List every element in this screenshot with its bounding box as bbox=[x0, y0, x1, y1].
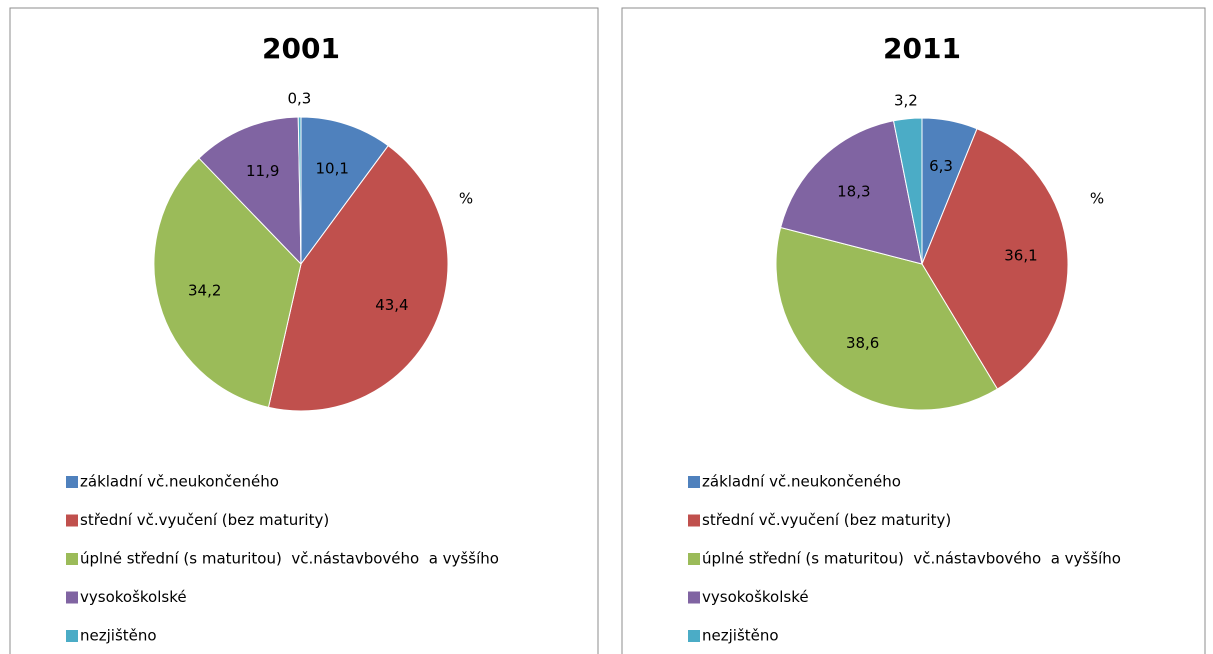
legend-swatch bbox=[66, 553, 78, 565]
annotation: % bbox=[1090, 190, 1104, 208]
pie-slice bbox=[153, 157, 302, 408]
data-label: 18,3 bbox=[837, 182, 870, 200]
legend-swatch bbox=[688, 553, 700, 565]
legend-swatch bbox=[66, 591, 78, 604]
legend-label: základní vč.neukončeného bbox=[702, 473, 901, 491]
pie-slice bbox=[297, 116, 302, 265]
chart-title: 2011 bbox=[883, 32, 961, 65]
legend-swatch bbox=[688, 476, 700, 488]
data-label: 34,2 bbox=[188, 281, 221, 299]
legend-label: nezjištěno bbox=[702, 627, 779, 645]
pie-slice bbox=[300, 116, 389, 266]
legend-swatch bbox=[688, 514, 700, 527]
legend-label: základní vč.neukončeného bbox=[80, 473, 279, 491]
legend-swatch bbox=[688, 630, 700, 642]
legend-swatch bbox=[66, 514, 78, 527]
legend-label: střední vč.vyučení (bez maturity) bbox=[702, 511, 951, 529]
data-label: 10,1 bbox=[316, 160, 349, 178]
pie-slice bbox=[198, 116, 302, 266]
legend-label: vysokoškolské bbox=[702, 588, 809, 606]
pie-slice bbox=[780, 120, 923, 265]
data-label: 43,4 bbox=[375, 296, 408, 314]
data-label: 6,3 bbox=[929, 157, 953, 175]
legend-swatch bbox=[688, 591, 700, 604]
legend-label: úplné střední (s maturitou) vč.nástavbov… bbox=[80, 550, 499, 568]
data-label: 0,3 bbox=[288, 90, 312, 108]
data-label: 36,1 bbox=[1004, 247, 1037, 265]
chart-title: 2001 bbox=[262, 32, 340, 65]
pie-slice bbox=[892, 117, 923, 265]
data-label: 38,6 bbox=[846, 334, 879, 352]
legend-label: nezjištěno bbox=[80, 627, 157, 645]
data-label: 11,9 bbox=[246, 162, 279, 180]
legend-label: střední vč.vyučení (bez maturity) bbox=[80, 511, 329, 529]
legend-label: úplné střední (s maturitou) vč.nástavbov… bbox=[702, 550, 1121, 568]
legend-swatch bbox=[66, 630, 78, 642]
pie-slice bbox=[775, 226, 999, 411]
pie-slice bbox=[267, 144, 449, 412]
legend-swatch bbox=[66, 476, 78, 488]
legend-label: vysokoškolské bbox=[80, 588, 187, 606]
annotation: % bbox=[459, 190, 473, 208]
data-label: 3,2 bbox=[894, 91, 918, 109]
